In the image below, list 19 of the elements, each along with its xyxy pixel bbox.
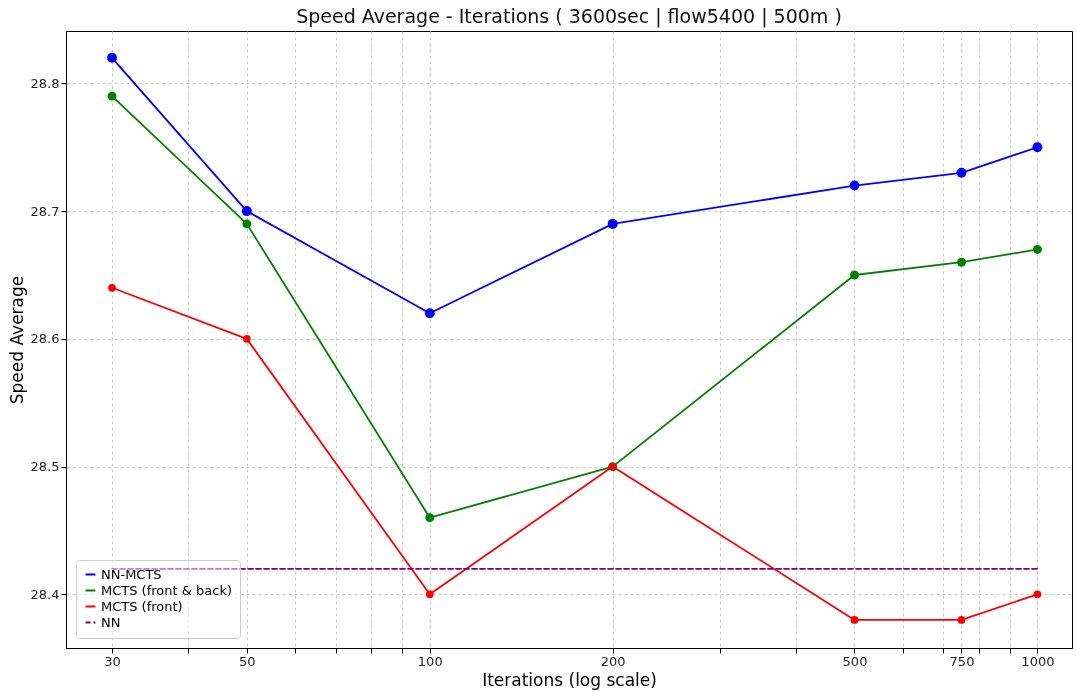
legend-label: MCTS (front) (101, 598, 183, 614)
legend-label: MCTS (front & back) (101, 582, 232, 598)
x-tick-label: 750 (949, 653, 975, 669)
y-tick-label: 28.8 (30, 75, 60, 91)
legend-label: NN (101, 614, 121, 630)
y-tick-label: 28.4 (30, 586, 60, 602)
y-tick-label: 28.7 (30, 203, 60, 219)
x-axis-title: Iterations (log scale) (482, 669, 657, 690)
x-tick-label: 100 (417, 653, 443, 669)
chart-title: Speed Average - Iterations ( 3600sec | flow5400 | 500m ) (296, 5, 842, 28)
x-tick-label: 200 (600, 653, 626, 669)
x-tick-label: 1000 (1021, 653, 1055, 669)
x-tick-label: 50 (239, 653, 256, 669)
y-axis-title: Speed Average (6, 275, 27, 405)
x-tick-label: 500 (842, 653, 868, 669)
x-tick-label: 30 (104, 653, 121, 669)
legend-label: NN-MCTS (101, 566, 162, 582)
y-tick-label: 28.6 (30, 331, 60, 347)
y-tick-label: 28.5 (30, 459, 60, 475)
